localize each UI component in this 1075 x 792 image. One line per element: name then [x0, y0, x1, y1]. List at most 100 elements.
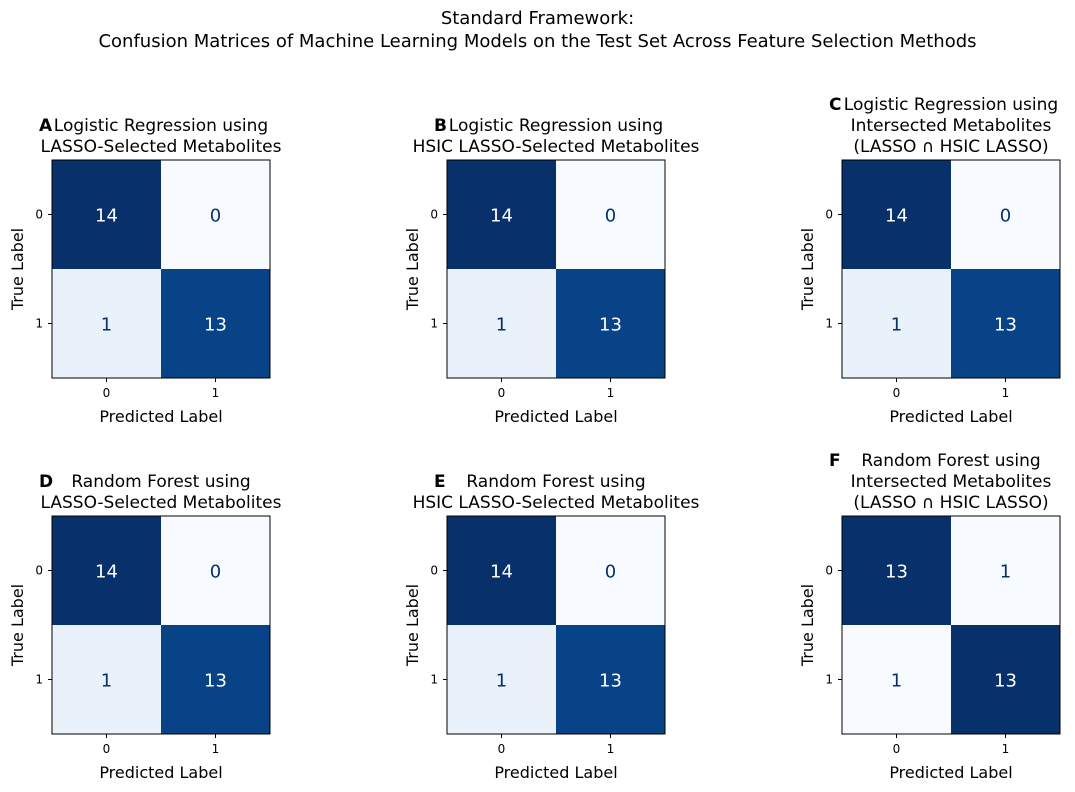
matrix-cell [52, 160, 161, 269]
matrix-cell [52, 625, 161, 734]
panel-letter-label: F [829, 451, 841, 471]
y-tick-label: 1 [430, 317, 438, 331]
matrix-cell [161, 160, 270, 269]
panel-title-line: Logistic Regression using [844, 95, 1058, 115]
y-tick-label: 0 [35, 564, 43, 578]
axes-frame [446, 515, 666, 735]
panel-title-line: Intersected Metabolites [851, 116, 1052, 136]
cell-value-label: 1 [1000, 562, 1011, 583]
y-axis-label: True Label [8, 228, 27, 311]
confusion-matrix-panel-d: 14 0 1 13 0 1 0 1 Predicted Label True Label Rando… [8, 472, 282, 782]
cell-value-label: 1 [101, 315, 112, 336]
cell-value-label: 14 [885, 206, 908, 227]
panel-title-line: Logistic Regression using [449, 116, 663, 136]
matrix-cell [447, 269, 556, 378]
y-axis-label: True Label [403, 584, 422, 667]
y-tick-label: 0 [825, 564, 833, 578]
y-tick-label: 1 [430, 673, 438, 687]
matrix-cell [556, 625, 665, 734]
x-tick-label: 1 [607, 742, 615, 756]
cell-value-label: 0 [605, 562, 616, 583]
matrix-cell [556, 269, 665, 378]
confusion-matrix-panel-e: 14 0 1 13 0 1 0 1 Predicted Label True Label Rando… [403, 472, 700, 782]
matrix-cell [842, 516, 951, 625]
panel-title-line: (LASSO ∩ HSIC LASSO) [853, 493, 1048, 513]
matrix-cell [52, 269, 161, 378]
panel-letter-label: C [829, 95, 841, 115]
x-axis-label: Predicted Label [99, 763, 222, 782]
panel-title-line: Random Forest using [861, 451, 1040, 471]
x-tick-label: 0 [498, 386, 506, 400]
x-tick-label: 0 [893, 386, 901, 400]
cell-value-label: 1 [101, 671, 112, 692]
cell-value-label: 0 [210, 562, 221, 583]
confusion-matrix-panel-b: 14 0 1 13 0 1 0 1 Predicted Label True Label Logis… [403, 116, 700, 426]
cell-value-label: 1 [496, 671, 507, 692]
panel-title-line: HSIC LASSO-Selected Metabolites [413, 137, 700, 157]
cell-value-label: 13 [204, 315, 227, 336]
matrix-cell [951, 160, 1060, 269]
figure-title-line-1: Standard Framework: [440, 8, 635, 29]
panel-title-line: (LASSO ∩ HSIC LASSO) [853, 137, 1048, 157]
y-tick-label: 1 [35, 673, 43, 687]
cell-value-label: 14 [95, 206, 118, 227]
x-axis-label: Predicted Label [494, 407, 617, 426]
panel-title-line: LASSO-Selected Metabolites [41, 493, 282, 513]
y-tick-label: 0 [35, 208, 43, 222]
x-tick-label: 0 [103, 386, 111, 400]
cell-value-label: 13 [599, 315, 622, 336]
panel-title-line: Random Forest using [466, 472, 645, 492]
y-axis-label: True Label [798, 228, 817, 311]
panel-title-line: Random Forest using [71, 472, 250, 492]
cell-value-label: 1 [496, 315, 507, 336]
x-tick-label: 1 [212, 386, 220, 400]
y-axis-label: True Label [798, 584, 817, 667]
cell-value-label: 13 [994, 671, 1017, 692]
matrix-cell [556, 516, 665, 625]
matrix-cell [161, 269, 270, 378]
y-tick-label: 0 [430, 208, 438, 222]
confusion-matrix-panel-f: 13 1 1 13 0 1 0 1 Predicted Label True Label Rando… [798, 451, 1061, 782]
x-tick-label: 0 [103, 742, 111, 756]
panel-letter-label: B [434, 116, 447, 136]
figure-title: Standard Framework: Confusion Matrices o… [0, 7, 1075, 53]
cell-value-label: 1 [891, 671, 902, 692]
confusion-matrix-panel-a: 14 0 1 13 0 1 0 1 Predicted Label True Label Logis… [8, 116, 282, 426]
y-axis-label: True Label [403, 228, 422, 311]
x-tick-label: 1 [1002, 742, 1010, 756]
panel-title-line: HSIC LASSO-Selected Metabolites [413, 493, 700, 513]
cell-value-label: 13 [204, 671, 227, 692]
matrix-cell [52, 516, 161, 625]
figure-title-line-2: Confusion Matrices of Machine Learning M… [98, 31, 977, 52]
y-tick-label: 1 [825, 317, 833, 331]
matrix-cell [951, 269, 1060, 378]
x-tick-label: 0 [893, 742, 901, 756]
matrix-cell [447, 160, 556, 269]
matrix-cell [447, 516, 556, 625]
panel-letter-label: D [39, 472, 53, 492]
cell-value-label: 14 [490, 562, 513, 583]
axes-frame [446, 159, 666, 379]
matrix-cell [842, 625, 951, 734]
x-axis-label: Predicted Label [889, 407, 1012, 426]
axes-frame [841, 159, 1061, 379]
panel-title-line: Intersected Metabolites [851, 472, 1052, 492]
x-axis-label: Predicted Label [494, 763, 617, 782]
x-axis-label: Predicted Label [889, 763, 1012, 782]
x-tick-label: 0 [498, 742, 506, 756]
y-tick-label: 0 [430, 564, 438, 578]
matrix-cell [161, 516, 270, 625]
y-tick-label: 0 [825, 208, 833, 222]
axes-frame [841, 515, 1061, 735]
x-tick-label: 1 [607, 386, 615, 400]
matrix-cell [556, 160, 665, 269]
matrix-cell [951, 516, 1060, 625]
cell-value-label: 0 [605, 206, 616, 227]
cell-value-label: 13 [599, 671, 622, 692]
matrix-cell [447, 625, 556, 734]
confusion-matrix-panel-c: 14 0 1 13 0 1 0 1 Predicted Label True Label Logis… [798, 95, 1061, 426]
matrix-cell [951, 625, 1060, 734]
x-tick-label: 1 [1002, 386, 1010, 400]
panel-letter-label: A [39, 116, 53, 136]
cell-value-label: 1 [891, 315, 902, 336]
